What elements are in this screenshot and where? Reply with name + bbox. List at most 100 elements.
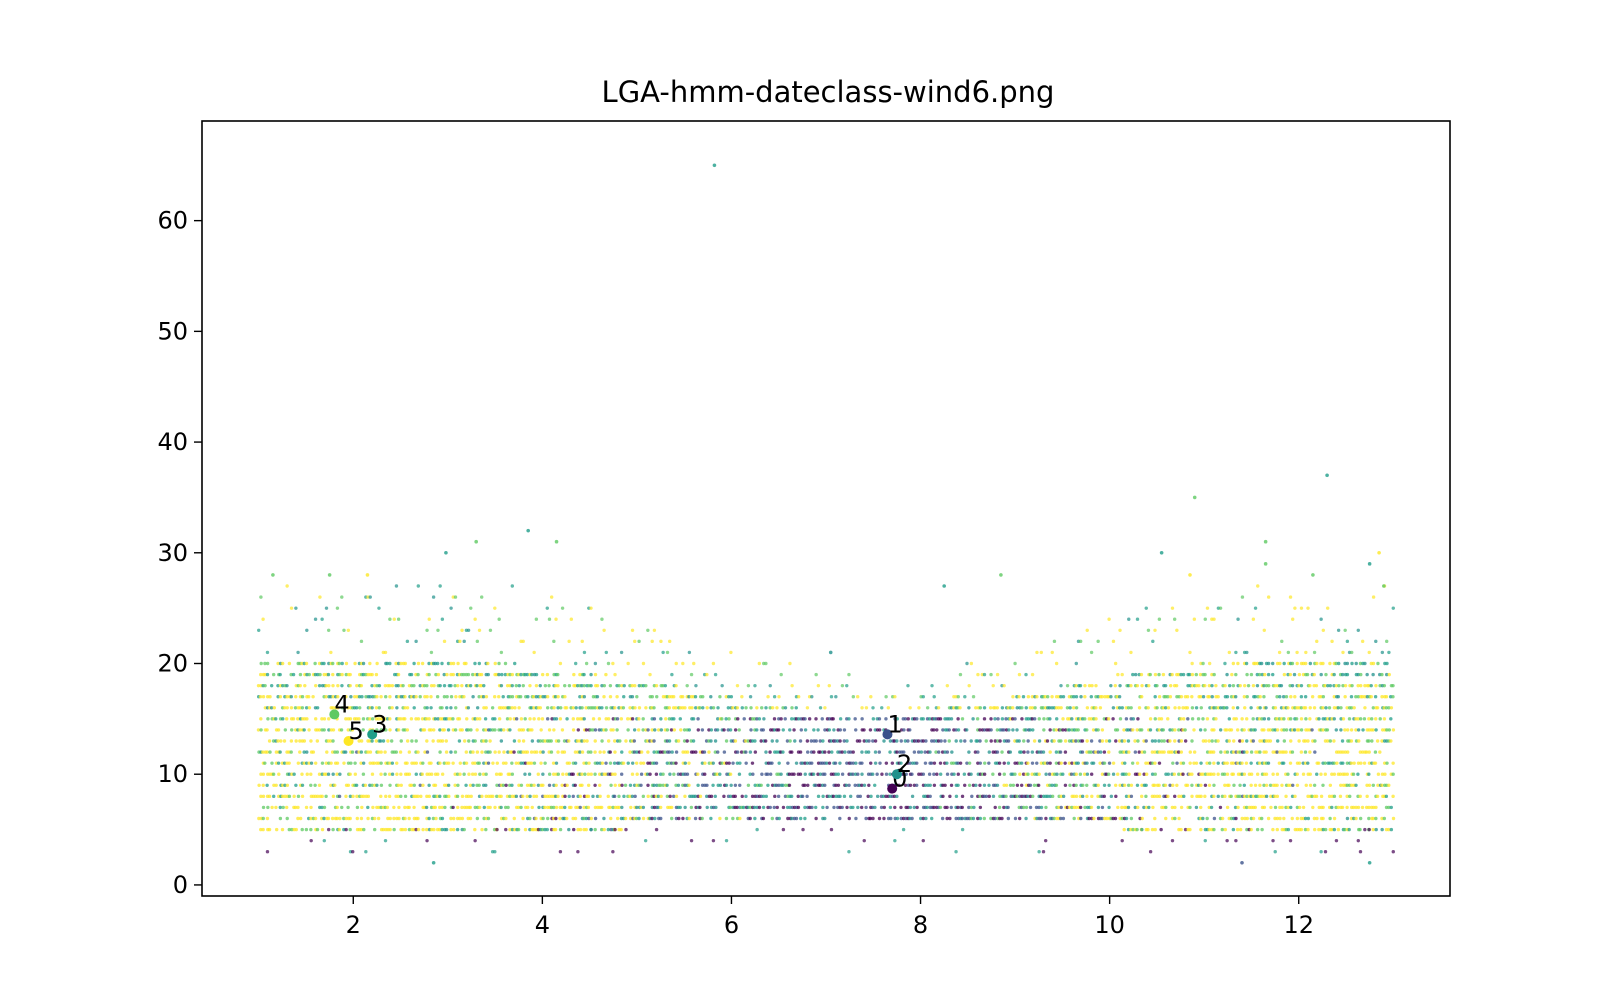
data-point xyxy=(921,739,926,743)
data-point xyxy=(1306,739,1310,743)
data-point xyxy=(1048,750,1052,754)
data-point xyxy=(1148,672,1152,677)
data-point xyxy=(889,816,893,821)
data-point xyxy=(1349,706,1354,710)
data-point xyxy=(1135,617,1140,621)
data-point xyxy=(630,772,635,776)
data-point xyxy=(1351,805,1356,810)
data-point xyxy=(327,683,331,688)
data-point xyxy=(1004,783,1009,787)
data-point xyxy=(1113,683,1118,688)
data-point xyxy=(665,650,670,655)
data-point xyxy=(484,706,488,710)
centroid-marker xyxy=(329,709,340,720)
data-point xyxy=(438,683,442,688)
data-point xyxy=(810,761,814,765)
data-point xyxy=(388,761,392,765)
data-point xyxy=(582,683,586,688)
data-point xyxy=(856,805,860,810)
data-point xyxy=(805,761,810,765)
data-point xyxy=(755,706,759,710)
data-point xyxy=(1179,672,1183,677)
data-point xyxy=(327,661,331,666)
data-point xyxy=(1170,606,1175,610)
data-point xyxy=(1371,706,1376,710)
data-point xyxy=(350,750,355,754)
data-point xyxy=(602,683,607,688)
data-point xyxy=(1360,695,1365,699)
data-point xyxy=(1268,728,1273,732)
data-point xyxy=(399,794,403,799)
data-point xyxy=(609,816,613,821)
data-point xyxy=(293,706,298,710)
data-point xyxy=(788,739,792,743)
data-point xyxy=(969,805,974,810)
data-point xyxy=(1387,706,1391,710)
data-point xyxy=(546,706,550,710)
data-point xyxy=(1286,650,1291,655)
data-point xyxy=(916,739,921,743)
data-point xyxy=(336,683,340,688)
data-point xyxy=(440,805,444,810)
data-point xyxy=(1199,827,1203,832)
data-point xyxy=(1017,739,1021,743)
data-point xyxy=(499,772,503,776)
data-point xyxy=(1312,672,1316,677)
data-point xyxy=(1319,772,1323,776)
data-point xyxy=(1048,761,1052,765)
outlier-point xyxy=(431,860,436,865)
data-point xyxy=(1074,706,1079,710)
data-point xyxy=(667,639,672,644)
data-point xyxy=(658,750,663,754)
data-point xyxy=(982,672,987,677)
data-point xyxy=(1385,672,1389,677)
data-point xyxy=(368,695,372,699)
data-point xyxy=(687,816,691,821)
data-point xyxy=(1341,683,1345,688)
data-point xyxy=(1321,816,1325,821)
data-point xyxy=(683,761,687,765)
data-point xyxy=(324,695,328,699)
data-point xyxy=(777,761,781,765)
data-point xyxy=(1205,816,1209,821)
data-point xyxy=(1079,816,1083,821)
data-point xyxy=(322,672,326,677)
data-point xyxy=(908,783,913,787)
data-point xyxy=(634,816,639,821)
data-point xyxy=(1383,772,1387,776)
data-point xyxy=(1363,695,1367,699)
data-point xyxy=(668,772,672,776)
data-point xyxy=(847,783,851,787)
data-point xyxy=(928,794,932,799)
data-point xyxy=(630,761,635,765)
data-point xyxy=(713,739,718,743)
data-point xyxy=(1284,728,1289,732)
data-point xyxy=(597,706,602,710)
data-point xyxy=(276,739,280,743)
data-point xyxy=(884,695,888,699)
data-point xyxy=(1181,672,1186,677)
data-point xyxy=(996,717,1000,721)
data-point xyxy=(309,783,313,787)
data-point xyxy=(1268,783,1273,787)
data-point xyxy=(1148,728,1153,732)
outlier-point xyxy=(327,573,332,577)
data-point xyxy=(377,717,381,721)
data-point xyxy=(602,695,606,699)
data-point xyxy=(438,794,442,799)
data-point xyxy=(1375,794,1380,799)
data-point xyxy=(1325,728,1330,732)
data-point xyxy=(416,750,420,754)
data-point xyxy=(328,739,333,743)
data-point xyxy=(929,761,934,765)
outlier-point xyxy=(1263,539,1268,544)
data-point xyxy=(1299,827,1304,832)
data-point xyxy=(949,717,954,721)
data-point xyxy=(477,805,482,810)
data-point xyxy=(1041,750,1046,754)
data-point xyxy=(508,695,512,699)
data-point xyxy=(1118,628,1122,632)
data-point xyxy=(718,772,722,776)
data-point xyxy=(682,728,687,732)
data-point xyxy=(545,606,549,610)
